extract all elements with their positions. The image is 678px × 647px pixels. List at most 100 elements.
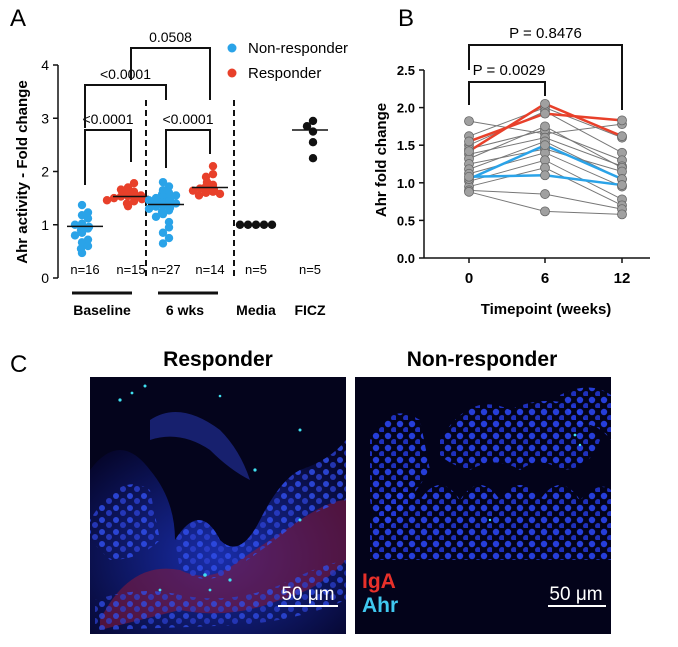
panel-b-x-tick-label: 0 bbox=[465, 270, 473, 287]
panel-a-data-point bbox=[158, 209, 168, 219]
panel-a-data-point bbox=[83, 214, 93, 223]
panel-a-data-point bbox=[77, 238, 87, 247]
panel-a-data-point bbox=[144, 204, 154, 213]
panel-a-n-label: n=15 bbox=[116, 262, 145, 277]
panel-a-y-axis-label: Ahr activity - Fold change bbox=[14, 80, 31, 263]
panel-a-data-point bbox=[208, 161, 218, 171]
panel-b-bracket-0-6 bbox=[468, 81, 546, 105]
group-label-baseline: Baseline bbox=[73, 302, 131, 318]
panel-b-y-tick-label: 2.5 bbox=[397, 63, 415, 78]
panel-a-bracket-nr bbox=[84, 84, 167, 128]
panel-a-data-point bbox=[158, 177, 168, 187]
panel-a-bracket-6wks bbox=[165, 129, 211, 168]
panel-a-data-point bbox=[164, 188, 174, 197]
panel-a-data-point bbox=[129, 197, 139, 206]
panel-a-data-point bbox=[171, 199, 181, 208]
panel-b-x-tick-label: 12 bbox=[614, 270, 631, 287]
panel-b-data-point bbox=[540, 108, 550, 119]
panel-a-n-label: n=14 bbox=[195, 262, 224, 277]
panel-b-x-tick-label: 6 bbox=[541, 270, 549, 287]
panel-a-data-point bbox=[251, 220, 261, 229]
panel-b-data-point bbox=[464, 146, 474, 157]
panel-a-data-point bbox=[208, 187, 218, 196]
panel-a-data-point bbox=[144, 196, 154, 205]
panel-a-data-point bbox=[208, 169, 218, 179]
panel-a-data-point bbox=[188, 186, 198, 195]
panel-b-data-point bbox=[617, 180, 627, 190]
panel-a-y-tick-label: 3 bbox=[41, 110, 49, 126]
panel-a-data-point bbox=[158, 201, 168, 210]
panel-a-legend: Non-responder Responder bbox=[227, 40, 348, 82]
panel-b-bracket-0-6-label: P = 0.0029 bbox=[473, 62, 546, 79]
panel-a-data-point bbox=[123, 183, 133, 192]
panel-b-y-axis-label: Ahr fold change bbox=[373, 103, 390, 217]
panel-b-data-point bbox=[464, 186, 474, 197]
panel-a-data-point bbox=[164, 206, 174, 215]
panel-b-y-tick-label: 0.5 bbox=[397, 213, 415, 228]
panel-a-n-label: n=27 bbox=[151, 262, 180, 277]
panel-a-data-point bbox=[123, 201, 133, 211]
panel-a-chart: Ahr activity - Fold change Non-responder… bbox=[14, 29, 348, 318]
panel-a-data-point bbox=[164, 197, 174, 206]
panel-a-data-point bbox=[308, 116, 318, 126]
panel-a-data-point bbox=[164, 233, 174, 243]
panel-a-data-point bbox=[164, 182, 174, 191]
panel-a-y-tick-label: 1 bbox=[41, 217, 49, 233]
panel-a-data-point bbox=[235, 220, 245, 229]
legend-non-responder-label: Non-responder bbox=[248, 40, 348, 57]
panel-b-chart: Ahr fold change Timepoint (weeks) 0.0 0.5… bbox=[373, 25, 650, 318]
panel-a-data-point bbox=[158, 239, 168, 248]
panel-b-data-point bbox=[464, 136, 474, 147]
group-label-ficz: FICZ bbox=[294, 302, 326, 318]
panel-a-data-point bbox=[308, 153, 318, 163]
panel-b-y-tick-label: 0.0 bbox=[397, 251, 415, 266]
panel-a-data-point bbox=[77, 248, 87, 258]
panel-c-label: C bbox=[10, 351, 27, 378]
panel-b-data-point bbox=[464, 171, 474, 182]
panel-a-data-point bbox=[243, 220, 253, 229]
panel-b-data-point bbox=[540, 189, 550, 199]
panel-a-data-point bbox=[77, 228, 87, 237]
panel-a-n-label: n=5 bbox=[245, 262, 267, 277]
responder-image-title: Responder bbox=[163, 348, 273, 371]
panel-b-y-tick-label: 2.0 bbox=[397, 101, 415, 116]
panel-b-data-point bbox=[540, 170, 550, 181]
legend-responder-marker bbox=[227, 68, 237, 78]
non-responder-microscopy-image bbox=[355, 377, 611, 634]
panel-b-data-point bbox=[540, 140, 550, 151]
panel-b-bracket-0-12-label: P = 0.8476 bbox=[509, 25, 582, 42]
panel-a-data-point bbox=[151, 193, 161, 203]
panel-a-data-point bbox=[116, 185, 126, 194]
non-responder-image-title: Non-responder bbox=[407, 348, 558, 371]
group-label-6wks: 6 wks bbox=[166, 302, 204, 318]
panel-a-data-point bbox=[70, 231, 80, 240]
panel-a-data-point bbox=[215, 189, 225, 199]
panel-a-n-label: n=16 bbox=[70, 262, 99, 277]
panel-b-data-point bbox=[540, 98, 550, 109]
panel-a-data-point bbox=[151, 212, 161, 221]
panel-a-data-point bbox=[158, 228, 168, 237]
responder-microscopy-image bbox=[90, 377, 346, 634]
panel-b-bracket-0-12 bbox=[468, 44, 623, 110]
panel-a-data-point bbox=[201, 188, 211, 197]
panel-b-y-tick-label: 1.5 bbox=[397, 138, 415, 153]
panel-a-data-point bbox=[194, 191, 204, 200]
legend-non-responder-marker bbox=[227, 43, 237, 53]
right-scale-bar-label: 50 μm bbox=[549, 584, 602, 605]
panel-a-data-point bbox=[267, 220, 277, 229]
panel-b-data-point bbox=[617, 209, 627, 220]
legend-ahr-label: Ahr bbox=[362, 594, 398, 617]
panel-a-data-point bbox=[259, 220, 269, 229]
panel-b-data-point bbox=[617, 115, 627, 126]
legend-iga-label: IgA bbox=[362, 570, 396, 593]
panel-a-data-point bbox=[308, 127, 318, 136]
group-label-media: Media bbox=[236, 302, 276, 318]
panel-b-data-point bbox=[540, 121, 550, 132]
panel-a-data-point bbox=[195, 184, 205, 193]
panel-b-data-point bbox=[540, 206, 550, 217]
panel-a-label: A bbox=[10, 5, 26, 32]
panel-a-bracket-6wks-label: <0.0001 bbox=[163, 111, 214, 127]
panel-a-data-point bbox=[302, 122, 312, 131]
left-scale-bar-label: 50 μm bbox=[281, 584, 334, 605]
